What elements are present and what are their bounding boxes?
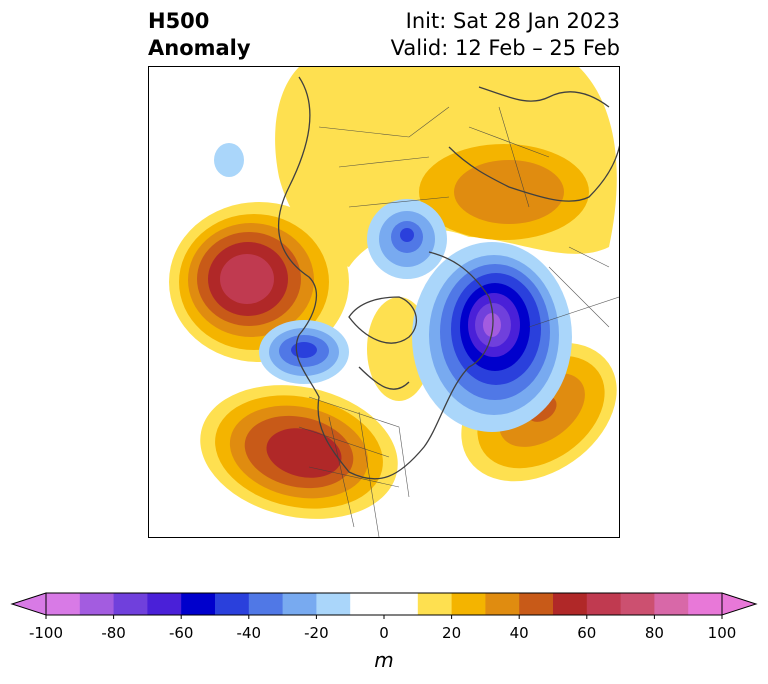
colorbar-cell <box>215 593 250 615</box>
colorbar-tick-label: 60 <box>577 624 596 642</box>
colorbar-cell <box>350 593 385 615</box>
colorbar-cell <box>519 593 554 615</box>
colorbar-cell <box>553 593 588 615</box>
map-panel <box>148 66 620 538</box>
trough-small <box>214 143 244 177</box>
colorbar-cell <box>79 593 115 615</box>
colorbar-cell <box>654 593 689 615</box>
valid-range: Valid: 12 Feb – 25 Feb <box>390 36 620 60</box>
colorbar-cell <box>586 593 622 615</box>
colorbar-tick-label: 40 <box>510 624 529 642</box>
colorbar-tick-label: 20 <box>442 624 461 642</box>
ridge-southwest <box>200 385 398 519</box>
boundaries <box>298 106 619 537</box>
colorbar-cell <box>451 593 486 615</box>
colorbar-cell <box>485 593 520 615</box>
colorbar-tick-label: 100 <box>708 624 737 642</box>
colorbar-tick-label: -100 <box>29 624 63 642</box>
colorbar: -100 -80 -60 -40 -20 0 20 40 60 80 100 m <box>0 580 768 680</box>
colorbar-cell <box>417 593 453 615</box>
anomaly-map <box>149 67 619 537</box>
colorbar-tick-label: 80 <box>645 624 664 642</box>
colorbar-tick-label: -20 <box>304 624 329 642</box>
colorbar-tick-label: 0 <box>379 624 389 642</box>
colorbar-tick-label: -60 <box>169 624 194 642</box>
colorbar-tick-label: -80 <box>101 624 126 642</box>
colorbar-tick-label: -40 <box>237 624 262 642</box>
ridge-west <box>169 202 349 362</box>
colorbar-cell <box>688 593 723 615</box>
map-dates: Init: Sat 28 Jan 2023 Valid: 12 Feb – 25… <box>391 8 620 62</box>
colorbar-cell <box>620 593 655 615</box>
colorbar-cell <box>316 593 351 615</box>
colorbar-cell <box>147 593 182 615</box>
trough-west <box>259 320 349 384</box>
ridge-arctic <box>275 67 617 267</box>
trough-east <box>412 242 572 432</box>
map-title: H500 Anomaly <box>148 8 251 62</box>
colorbar-cell <box>384 593 419 615</box>
colorbar-cell <box>181 593 216 615</box>
title-variable: H500 <box>148 9 210 33</box>
colorbar-cell <box>248 593 284 615</box>
colorbar-extend-high <box>721 592 758 616</box>
colorbar-cell <box>46 593 81 615</box>
colorbar-unit: m <box>374 648 393 672</box>
title-type: Anomaly <box>148 36 251 60</box>
init-date: Init: Sat 28 Jan 2023 <box>405 9 620 33</box>
trough-north <box>367 199 447 279</box>
colorbar-cell <box>282 593 317 615</box>
colorbar-extend-low <box>10 592 47 616</box>
colorbar-graphic: -100 -80 -60 -40 -20 0 20 40 60 80 100 m <box>10 592 758 672</box>
coastlines <box>277 76 619 480</box>
colorbar-cell <box>113 593 148 615</box>
